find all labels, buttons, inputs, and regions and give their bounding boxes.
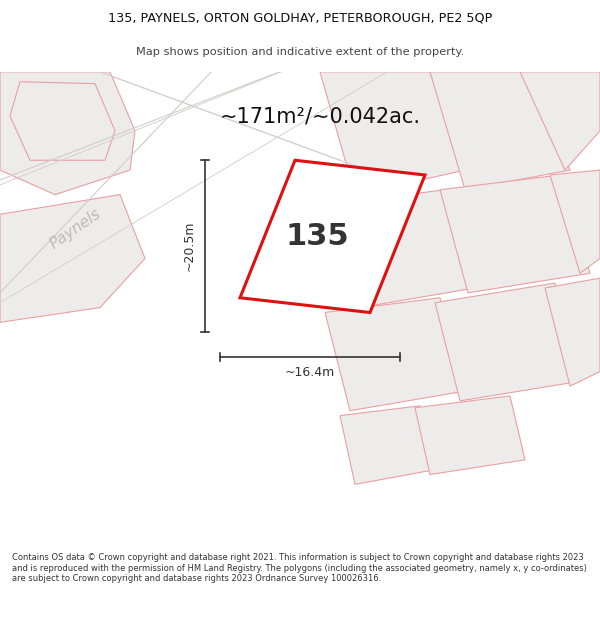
Polygon shape xyxy=(440,175,590,293)
Text: ~16.4m: ~16.4m xyxy=(285,366,335,379)
Polygon shape xyxy=(415,396,525,474)
Text: ~20.5m: ~20.5m xyxy=(182,221,196,271)
Polygon shape xyxy=(0,72,135,194)
Polygon shape xyxy=(520,72,600,170)
Polygon shape xyxy=(550,170,600,273)
Polygon shape xyxy=(340,406,435,484)
Polygon shape xyxy=(325,298,465,411)
Polygon shape xyxy=(435,283,580,401)
Polygon shape xyxy=(430,72,570,190)
Text: Paynels: Paynels xyxy=(47,206,103,252)
Text: Map shows position and indicative extent of the property.: Map shows position and indicative extent… xyxy=(136,47,464,57)
Text: Contains OS data © Crown copyright and database right 2021. This information is : Contains OS data © Crown copyright and d… xyxy=(12,553,587,583)
Polygon shape xyxy=(240,160,425,312)
Text: ~171m²/~0.042ac.: ~171m²/~0.042ac. xyxy=(220,106,421,126)
Text: 135, PAYNELS, ORTON GOLDHAY, PETERBOROUGH, PE2 5QP: 135, PAYNELS, ORTON GOLDHAY, PETERBOROUG… xyxy=(108,11,492,24)
Polygon shape xyxy=(545,278,600,386)
Polygon shape xyxy=(320,72,465,194)
Text: 135: 135 xyxy=(286,222,349,251)
Polygon shape xyxy=(330,190,475,308)
Polygon shape xyxy=(0,194,145,322)
